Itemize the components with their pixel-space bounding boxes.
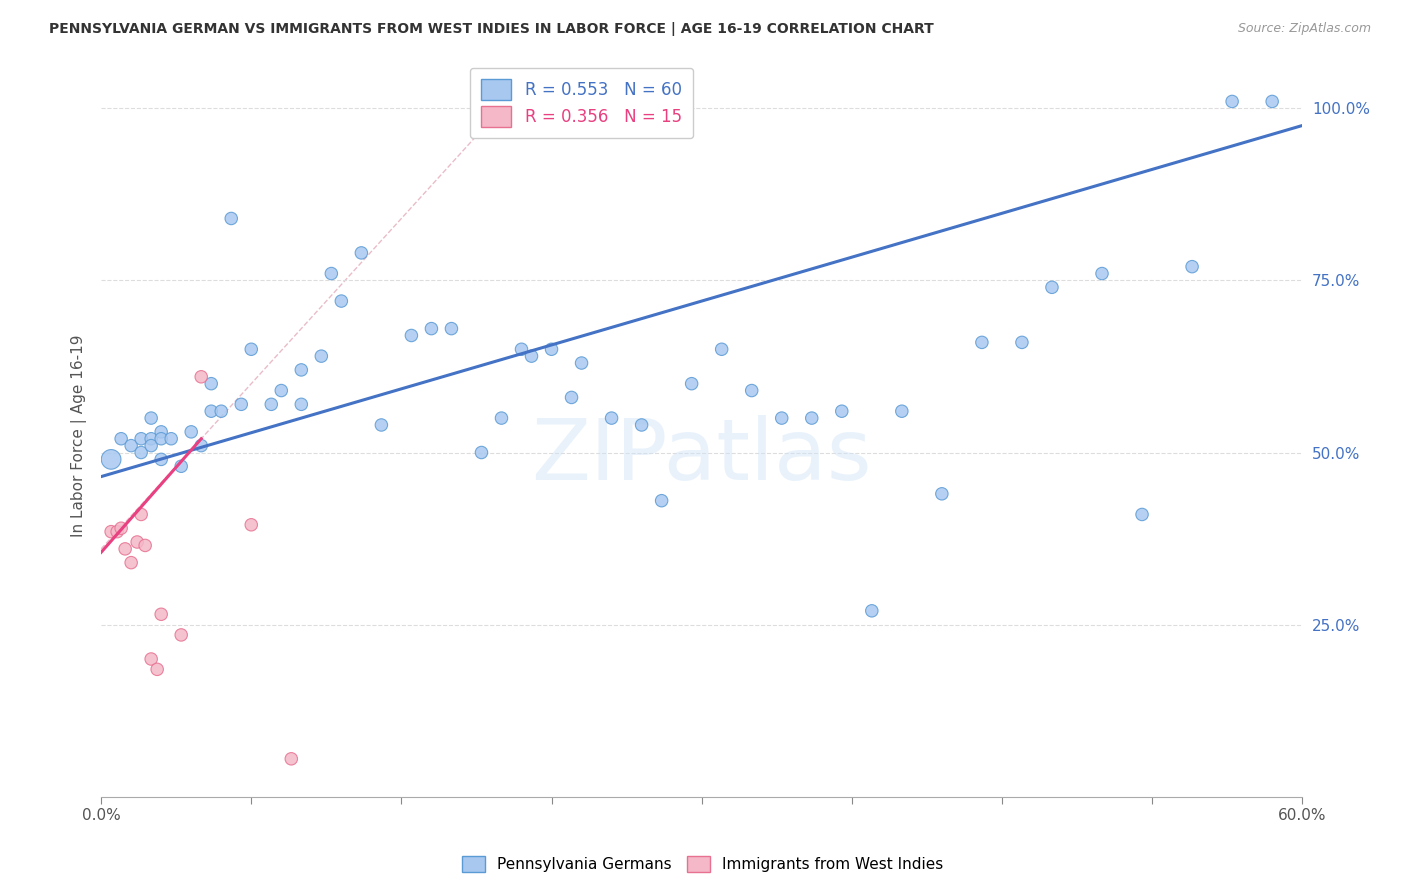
Point (219, 211, 242, 226)
Point (571, 356, 593, 370)
Point (770, 411, 793, 425)
Point (970, 335, 993, 350)
Point (114, 541, 136, 556)
Point (141, 652, 163, 666)
Point (280, 752, 302, 766)
Point (440, 321, 463, 335)
Y-axis label: In Labor Force | Age 16-19: In Labor Force | Age 16-19 (72, 334, 87, 537)
Point (350, 246, 373, 260)
Point (741, 384, 763, 398)
Point (681, 376, 703, 391)
Point (561, 391, 583, 405)
Legend: R = 0.553   N = 60, R = 0.356   N = 15: R = 0.553 N = 60, R = 0.356 N = 15 (470, 68, 693, 138)
Legend: Pennsylvania Germans, Immigrants from West Indies: Pennsylvania Germans, Immigrants from We… (454, 848, 952, 880)
Point (120, 556, 142, 570)
Point (630, 417, 652, 432)
Point (200, 376, 222, 391)
Point (134, 538, 156, 552)
Point (1220, 95, 1243, 109)
Point (931, 487, 953, 501)
Point (100, 452, 122, 467)
Point (141, 432, 163, 446)
Point (470, 445, 492, 459)
Point (190, 439, 212, 453)
Point (129, 445, 152, 459)
Point (321, 267, 343, 281)
Text: PENNSYLVANIA GERMAN VS IMMIGRANTS FROM WEST INDIES IN LABOR FORCE | AGE 16-19 CO: PENNSYLVANIA GERMAN VS IMMIGRANTS FROM W… (49, 22, 934, 37)
Point (831, 404, 853, 418)
Point (1130, 508, 1153, 522)
Point (100, 524, 122, 539)
Point (240, 343, 263, 357)
Point (311, 349, 333, 363)
Point (260, 397, 283, 411)
Point (420, 321, 443, 335)
Point (110, 521, 132, 535)
Point (600, 411, 623, 425)
Point (491, 411, 513, 425)
Point (1181, 260, 1204, 274)
Point (330, 294, 353, 309)
Point (129, 432, 152, 446)
Point (110, 432, 132, 446)
Point (510, 343, 533, 357)
Point (170, 628, 193, 642)
Point (1091, 267, 1114, 281)
Point (141, 411, 163, 425)
Point (105, 524, 128, 539)
Point (890, 404, 912, 418)
Point (160, 432, 183, 446)
Point (860, 604, 883, 618)
Point (240, 517, 263, 532)
Point (710, 343, 733, 357)
Point (290, 397, 312, 411)
Point (1011, 335, 1033, 350)
Point (150, 452, 173, 467)
Point (120, 439, 142, 453)
Point (1261, 95, 1284, 109)
Point (129, 508, 152, 522)
Point (401, 328, 423, 343)
Point (150, 425, 173, 439)
Point (127, 535, 149, 549)
Point (190, 369, 212, 384)
Point (651, 493, 673, 508)
Point (270, 384, 292, 398)
Text: Source: ZipAtlas.com: Source: ZipAtlas.com (1237, 22, 1371, 36)
Point (209, 404, 232, 418)
Point (540, 343, 562, 357)
Point (180, 425, 202, 439)
Point (150, 432, 173, 446)
Point (231, 397, 253, 411)
Point (170, 459, 193, 474)
Text: ZIPatlas: ZIPatlas (531, 416, 872, 499)
Point (290, 363, 312, 377)
Point (150, 607, 173, 622)
Point (200, 404, 222, 418)
Point (141, 439, 163, 453)
Point (146, 662, 169, 676)
Point (520, 349, 543, 363)
Point (800, 411, 823, 425)
Point (370, 417, 392, 432)
Point (1040, 280, 1063, 294)
